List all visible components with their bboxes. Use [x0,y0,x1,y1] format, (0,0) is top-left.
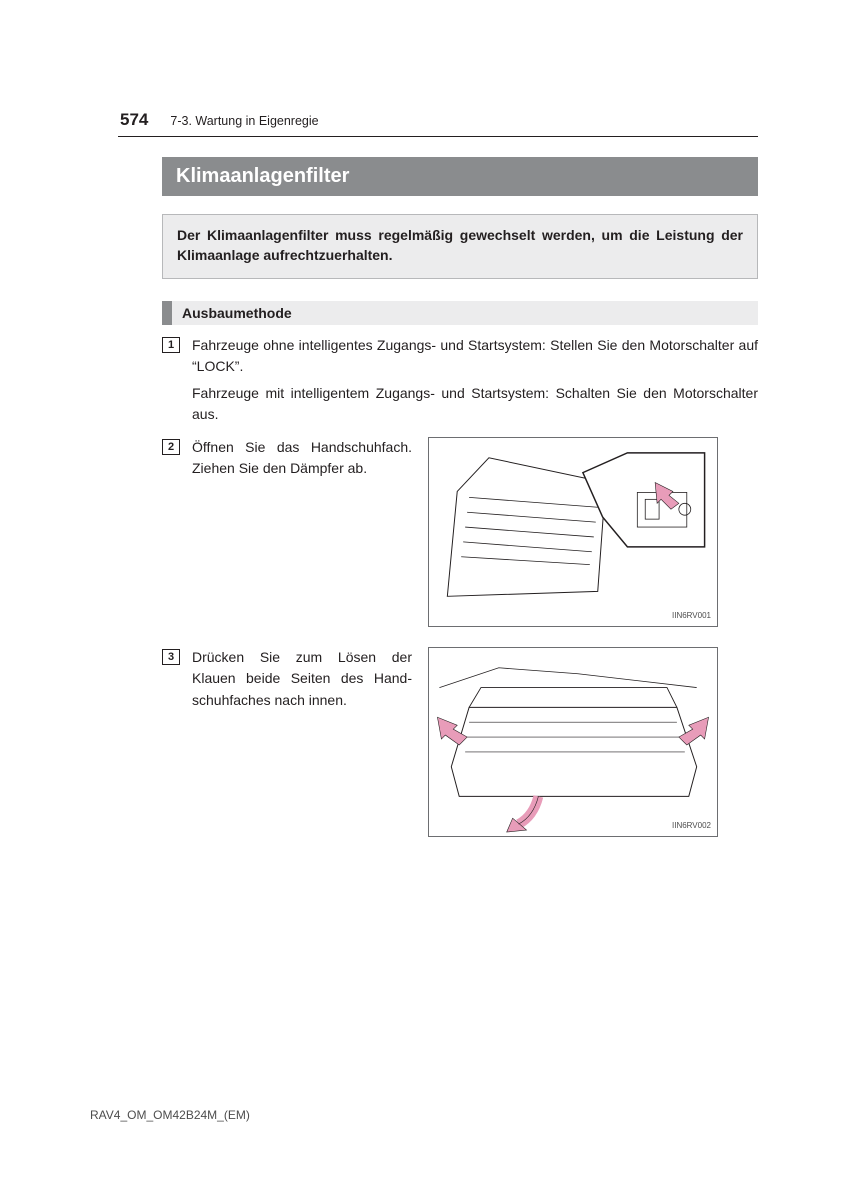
step-number: 3 [162,649,180,665]
step-paragraph: Fahrzeuge ohne intelligentes Zugangs- un… [192,335,758,377]
subheading-tab [162,301,172,325]
step: 1 Fahrzeuge ohne intelligentes Zugangs- … [162,335,758,431]
page-title: Klimaanlagenfilter [162,157,758,196]
page-header: 574 7-3. Wartung in Eigenregie [118,110,758,130]
intro-box: Der Klimaanlagenfilter muss regelmäßig g… [162,214,758,279]
figure: IIN6RV002 [428,647,718,837]
glovebox-release-illustration [429,648,717,836]
step-paragraph: Fahrzeuge mit intelligentem Zugangs- und… [192,383,758,425]
step-body: Drücken Sie zum Lösen der Klauen beide S… [192,647,758,837]
page-number: 574 [120,110,148,130]
steps-list: 1 Fahrzeuge ohne intelligentes Zugangs- … [162,335,758,837]
step: 3 Drücken Sie zum Lösen der Klauen beide… [162,647,758,837]
subheading-bar: Ausbaumethode [162,301,758,325]
step-body: Fahrzeuge ohne intelligentes Zugangs- un… [192,335,758,431]
glovebox-damper-illustration [429,438,717,626]
figure: IIN6RV001 [428,437,718,627]
step-text: Drücken Sie zum Lösen der Klauen beide S… [192,647,412,712]
figure-caption: IIN6RV001 [672,610,711,622]
step-text: Öffnen Sie das Handschuhfach. Ziehen Sie… [192,437,412,480]
step-number: 2 [162,439,180,455]
step: 2 Öffnen Sie das Handschuhfach. Ziehen S… [162,437,758,627]
subheading-label: Ausbaumethode [172,301,758,325]
step-body: Öffnen Sie das Handschuhfach. Ziehen Sie… [192,437,758,627]
step-number: 1 [162,337,180,353]
figure-caption: IIN6RV002 [672,820,711,832]
footer-code: RAV4_OM_OM42B24M_(EM) [90,1108,250,1122]
header-rule [118,136,758,137]
section-path: 7-3. Wartung in Eigenregie [170,114,318,128]
